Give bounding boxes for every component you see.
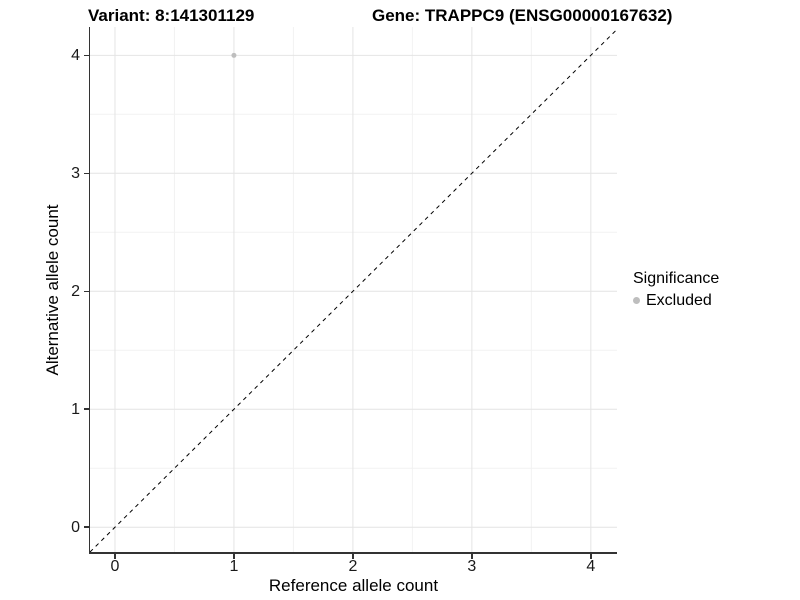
x-tick-mark — [114, 553, 116, 559]
legend-entry: Excluded — [633, 291, 719, 310]
y-tick-mark — [83, 526, 89, 528]
x-tick-mark — [352, 553, 354, 559]
y-tick-mark — [83, 408, 89, 410]
variant-title: Variant: 8:141301129 — [88, 6, 255, 25]
legend-entry-label: Excluded — [646, 292, 712, 309]
x-tick-label: 1 — [229, 558, 239, 575]
x-tick-mark — [471, 553, 473, 559]
x-tick-mark — [590, 553, 592, 559]
x-axis-title: Reference allele count — [268, 576, 439, 595]
legend-entries: Excluded — [633, 291, 719, 310]
legend-title: Significance — [633, 270, 720, 287]
x-tick-label: 3 — [467, 558, 477, 575]
plot-panel — [89, 27, 618, 553]
data-point — [231, 52, 237, 58]
legend: Significance Excluded — [633, 269, 719, 310]
y-axis-line — [88, 27, 90, 554]
y-tick-label: 1 — [71, 400, 80, 418]
y-tick-label: 4 — [71, 46, 80, 64]
identity-line — [89, 29, 618, 553]
x-tick-mark — [233, 553, 235, 559]
x-tick-label: 2 — [348, 558, 358, 575]
y-tick-label: 3 — [71, 164, 80, 182]
legend-point-icon — [633, 297, 640, 304]
y-tick-mark — [83, 54, 89, 57]
gene-title: Gene: TRAPPC9 (ENSG00000167632) — [372, 6, 673, 25]
x-tick-label: 0 — [110, 558, 120, 575]
y-tick-mark — [83, 290, 89, 293]
y-tick-mark — [83, 172, 89, 175]
y-tick-label: 2 — [71, 282, 80, 300]
y-tick-label: 0 — [71, 518, 80, 536]
x-axis-line — [88, 552, 617, 554]
x-tick-label: 4 — [586, 558, 596, 575]
plot-canvas — [89, 27, 618, 553]
